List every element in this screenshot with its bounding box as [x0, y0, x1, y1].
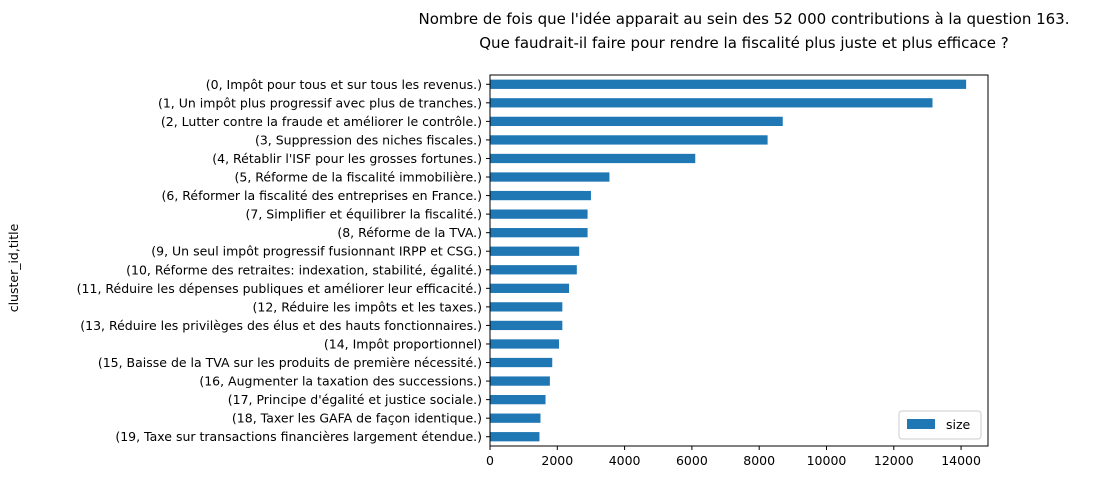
chart-title-line-1: Nombre de fois que l'idée apparait au se…: [418, 10, 1069, 28]
bar-12: [490, 302, 563, 312]
y-tick-label-7: (7, Simplifier et équilibrer la fiscalit…: [246, 207, 482, 222]
y-tick-label-17: (17, Principe d'égalité et justice socia…: [228, 392, 482, 407]
bar-18: [490, 413, 541, 423]
y-tick-label-12: (12, Réduire les impôts et les taxes.): [252, 299, 482, 314]
legend: size: [898, 410, 982, 440]
bar-0: [490, 79, 967, 89]
y-tick-label-15: (15, Baisse de la TVA sur les produits d…: [98, 355, 482, 370]
y-axis-label: cluster_id,title: [6, 223, 21, 312]
plot-frame: [489, 74, 989, 447]
y-tick-label-10: (10, Réforme des retraites: indexation, …: [126, 262, 482, 277]
y-tick-label-8: (8, Réforme de la TVA.): [337, 225, 482, 240]
bar-11: [490, 283, 570, 293]
bar-6: [490, 190, 591, 201]
bar-5: [490, 172, 610, 182]
bar-16: [490, 376, 550, 386]
x-tick-label-6: 12000: [874, 453, 914, 468]
bar-1: [490, 98, 933, 108]
y-tick-label-5: (5, Réforme de la fiscalité immobilière.…: [235, 170, 482, 185]
chart-title-line-2: Que faudrait-il faire pour rendre la fis…: [479, 34, 1009, 52]
y-tick-label-13: (13, Réduire les privilèges des élus et …: [80, 318, 482, 333]
bar-8: [490, 228, 588, 238]
y-tick-label-9: (9, Un seul impôt progressif fusionnant …: [151, 244, 482, 259]
bar-19: [490, 432, 540, 442]
y-tick-label-1: (1, Un impôt plus progressif avec plus d…: [158, 95, 482, 110]
bar-10: [490, 265, 577, 275]
x-tick-label-1: 2000: [541, 453, 573, 468]
y-tick-label-16: (16, Augmenter la taxation des successio…: [199, 374, 482, 389]
bar-14: [490, 339, 559, 349]
bar-7: [490, 209, 588, 219]
legend-swatch: [907, 419, 935, 429]
bars-group: [490, 79, 967, 442]
bar-9: [490, 246, 580, 256]
y-tick-label-2: (2, Lutter contre la fraude et améliorer…: [161, 114, 482, 129]
y-tick-label-0: (0, Impôt pour tous et sur tous les reve…: [206, 77, 482, 92]
x-tick-label-4: 8000: [743, 453, 775, 468]
x-tick-label-5: 10000: [807, 453, 847, 468]
bar-4: [490, 153, 696, 164]
y-tick-label-11: (11, Réduire les dépenses publiques et a…: [77, 281, 482, 296]
x-tick-label-2: 4000: [609, 453, 641, 468]
x-tick-label-0: 0: [486, 453, 494, 468]
y-tick-label-4: (4, Rétablir l'ISF pour les grosses fort…: [212, 151, 482, 166]
x-ticks: 0 2000 4000 6000 8000 10000 12000 14000: [486, 446, 981, 468]
y-tick-label-14: (14, Impôt proportionnel): [324, 336, 482, 351]
y-tick-label-3: (3, Suppression des niches fiscales.): [255, 132, 482, 147]
bar-2: [490, 116, 783, 127]
y-tick-label-19: (19, Taxe sur transactions financières l…: [115, 429, 482, 444]
y-tick-label-18: (18, Taxer les GAFA de façon identique.): [232, 411, 482, 426]
bar-13: [490, 320, 563, 331]
x-tick-label-7: 14000: [941, 453, 981, 468]
legend-label: size: [946, 417, 971, 432]
y-tick-labels: (0, Impôt pour tous et sur tous les reve…: [77, 77, 490, 444]
y-tick-label-6: (6, Réformer la fiscalité des entreprise…: [162, 188, 483, 203]
x-tick-label-3: 6000: [676, 453, 708, 468]
bar-17: [490, 394, 546, 405]
bar-3: [490, 135, 768, 145]
legend-box: [898, 410, 982, 440]
bar-15: [490, 357, 553, 368]
